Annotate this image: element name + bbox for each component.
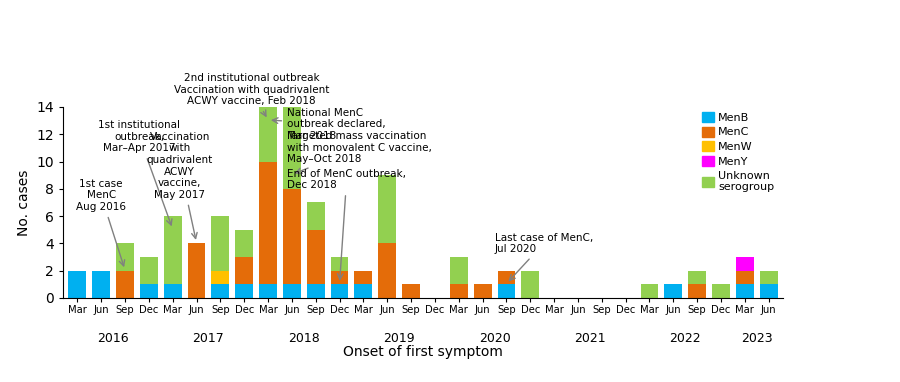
Bar: [330, 271, 348, 284]
Bar: [212, 284, 230, 298]
Text: 1st case
MenC
Aug 2016: 1st case MenC Aug 2016: [76, 179, 126, 266]
Bar: [187, 243, 205, 298]
Bar: [641, 284, 659, 298]
Bar: [498, 271, 516, 284]
Text: 2021: 2021: [574, 332, 606, 345]
Bar: [235, 230, 253, 257]
Bar: [307, 284, 325, 298]
Text: 2018: 2018: [288, 332, 320, 345]
Text: 2017: 2017: [193, 332, 224, 345]
Bar: [521, 271, 539, 298]
Bar: [330, 257, 348, 271]
Bar: [760, 284, 778, 298]
Bar: [140, 284, 158, 298]
Bar: [355, 284, 373, 298]
Bar: [736, 257, 754, 271]
Bar: [378, 175, 396, 243]
Bar: [283, 284, 301, 298]
Text: Targeted mass vaccination
with monovalent C vaccine,
May–Oct 2018: Targeted mass vaccination with monovalen…: [287, 131, 432, 173]
Text: 1st institutional
outbreak,
Mar–Apr 2017: 1st institutional outbreak, Mar–Apr 2017: [98, 120, 180, 225]
Text: 2023: 2023: [741, 332, 772, 345]
Text: Vaccination
with
quadrivalent
ACWY
vaccine,
May 2017: Vaccination with quadrivalent ACWY vacci…: [147, 132, 213, 238]
Bar: [450, 284, 468, 298]
Bar: [378, 243, 396, 298]
Bar: [164, 284, 182, 298]
Bar: [140, 257, 158, 284]
Text: End of MenC outbreak,
Dec 2018: End of MenC outbreak, Dec 2018: [287, 168, 406, 279]
X-axis label: Onset of first symptom: Onset of first symptom: [343, 345, 503, 359]
Text: 2016: 2016: [97, 332, 129, 345]
Bar: [307, 202, 325, 230]
Bar: [355, 271, 373, 284]
Bar: [235, 257, 253, 284]
Bar: [116, 271, 134, 298]
Bar: [736, 271, 754, 284]
Text: National MenC
outbreak declared,
Mar 2018: National MenC outbreak declared, Mar 201…: [273, 108, 386, 141]
Bar: [259, 107, 277, 162]
Bar: [235, 284, 253, 298]
Bar: [259, 284, 277, 298]
Bar: [498, 284, 516, 298]
Bar: [330, 284, 348, 298]
Bar: [473, 284, 491, 298]
Bar: [450, 257, 468, 284]
Text: 2022: 2022: [670, 332, 701, 345]
Bar: [688, 271, 706, 284]
Bar: [92, 271, 110, 298]
Bar: [164, 216, 182, 284]
Bar: [259, 162, 277, 284]
Bar: [68, 271, 86, 298]
Text: Last case of MenC,
Jul 2020: Last case of MenC, Jul 2020: [494, 233, 593, 280]
Bar: [283, 189, 301, 284]
Text: 2nd institutional outbreak
Vaccination with quadrivalent
ACWY vaccine, Feb 2018: 2nd institutional outbreak Vaccination w…: [174, 73, 329, 116]
Y-axis label: No. cases: No. cases: [17, 169, 31, 236]
Bar: [402, 284, 420, 298]
Bar: [688, 284, 706, 298]
Bar: [212, 216, 230, 271]
Bar: [664, 284, 682, 298]
Bar: [307, 230, 325, 284]
Bar: [212, 271, 230, 284]
Text: 2019: 2019: [383, 332, 415, 345]
Legend: MenB, MenC, MenW, MenY, Unknown
serogroup: MenB, MenC, MenW, MenY, Unknown serogrou…: [699, 109, 778, 196]
Bar: [712, 284, 730, 298]
Bar: [736, 284, 754, 298]
Bar: [760, 271, 778, 284]
Text: 2020: 2020: [479, 332, 510, 345]
Bar: [116, 243, 134, 271]
Bar: [283, 66, 301, 189]
